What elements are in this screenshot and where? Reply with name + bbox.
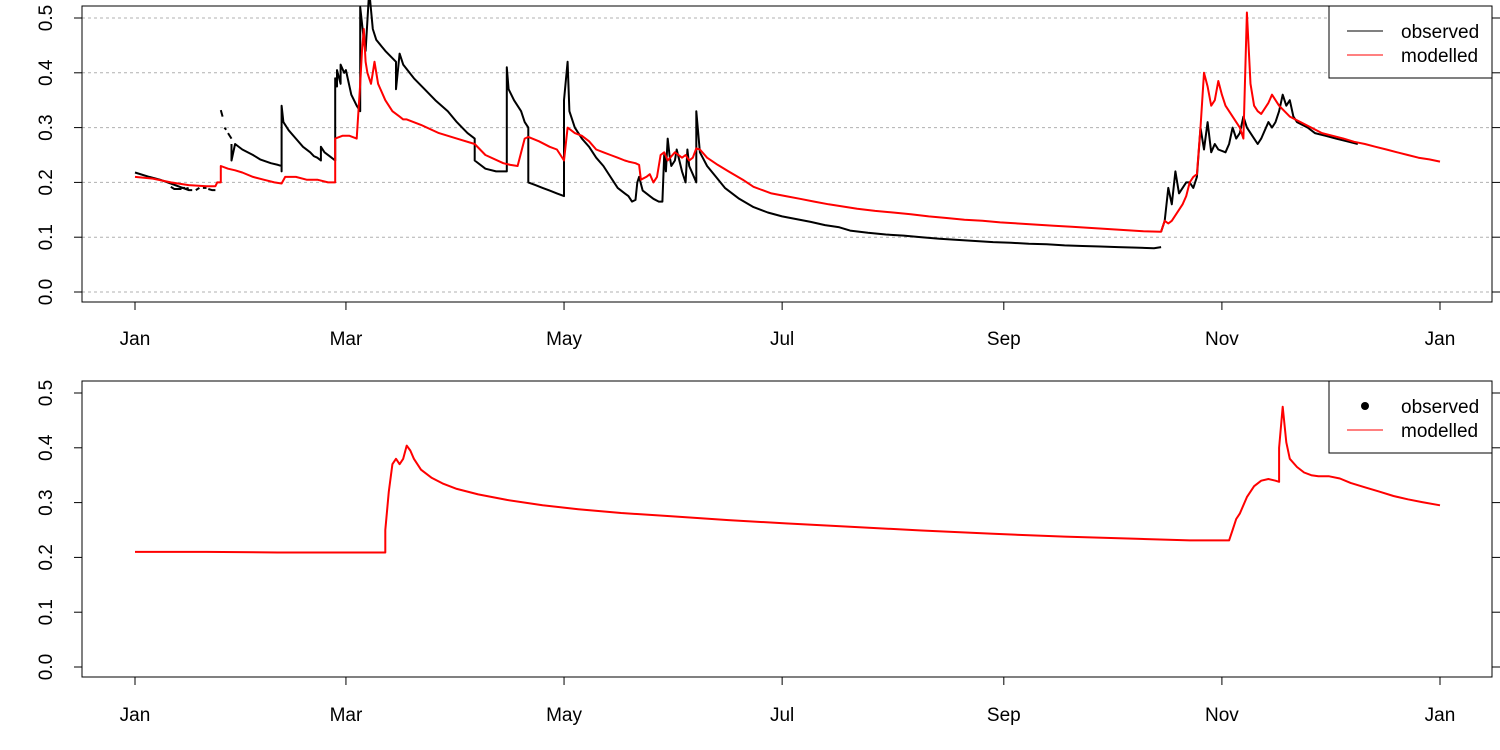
y-tick-label: 0.5 xyxy=(36,5,57,31)
series-line-observed xyxy=(1160,93,1359,233)
x-tick-label: Jan xyxy=(120,329,151,350)
legend-label-observed: observed xyxy=(1401,22,1479,43)
y-tick-label: 0.0 xyxy=(36,279,57,305)
y-tick-label: 0.1 xyxy=(36,599,57,625)
series-line-modelled xyxy=(134,11,1441,233)
x-tick-label: Jul xyxy=(770,329,794,350)
legend-label-modelled: modelled xyxy=(1401,421,1478,442)
plot-frame xyxy=(81,5,1493,303)
x-tick-label: Jul xyxy=(770,705,794,726)
y-tick-label: 0.5 xyxy=(36,380,57,406)
series-line-modelled xyxy=(135,405,1441,554)
plot-frame xyxy=(81,380,1493,678)
series-line-observed xyxy=(227,132,233,140)
x-tick-label: Jan xyxy=(1425,705,1456,726)
x-tick-label: Sep xyxy=(987,705,1021,726)
x-tick-label: Jan xyxy=(120,705,151,726)
legend-box xyxy=(1328,5,1493,79)
legend-label-modelled: modelled xyxy=(1401,46,1478,67)
x-tick-label: Nov xyxy=(1205,705,1239,726)
y-tick-label: 0.2 xyxy=(36,169,57,195)
series-line-observed xyxy=(208,188,216,192)
y-tick-label: 0.1 xyxy=(36,224,57,250)
y-tick-label: 0.0 xyxy=(36,654,57,680)
x-tick-label: Sep xyxy=(987,329,1021,350)
legend-box xyxy=(1328,380,1493,454)
y-tick-label: 0.4 xyxy=(36,434,57,461)
series-line-observed xyxy=(223,126,227,131)
x-tick-label: May xyxy=(546,705,582,726)
y-tick-label: 0.3 xyxy=(36,114,57,140)
y-tick-label: 0.4 xyxy=(36,59,57,86)
x-tick-label: May xyxy=(546,329,582,350)
x-tick-label: Mar xyxy=(330,705,363,726)
x-tick-label: Mar xyxy=(330,329,363,350)
x-tick-label: Jan xyxy=(1425,329,1456,350)
series-line-observed xyxy=(219,109,224,117)
series-line-observed xyxy=(134,171,193,192)
series-line-observed xyxy=(195,187,200,191)
y-tick-label: 0.2 xyxy=(36,544,57,570)
top-panel: 0.0 0.1 0.2 0.3 0.4 0.5 Jan Mar May Jul Sep Nov Jan o… xyxy=(36,0,1500,350)
series-line-observed xyxy=(170,185,182,190)
series-line-observed xyxy=(184,186,189,190)
x-tick-label: Nov xyxy=(1205,329,1239,350)
legend-marker-observed xyxy=(1361,402,1369,410)
y-tick-label: 0.3 xyxy=(36,489,57,515)
bottom-panel: 0.0 0.1 0.2 0.3 0.4 0.5 Jan Mar May Jul Sep Nov Jan o… xyxy=(36,380,1500,726)
legend-label-observed: observed xyxy=(1401,397,1479,418)
series-line-observed xyxy=(230,0,1162,250)
